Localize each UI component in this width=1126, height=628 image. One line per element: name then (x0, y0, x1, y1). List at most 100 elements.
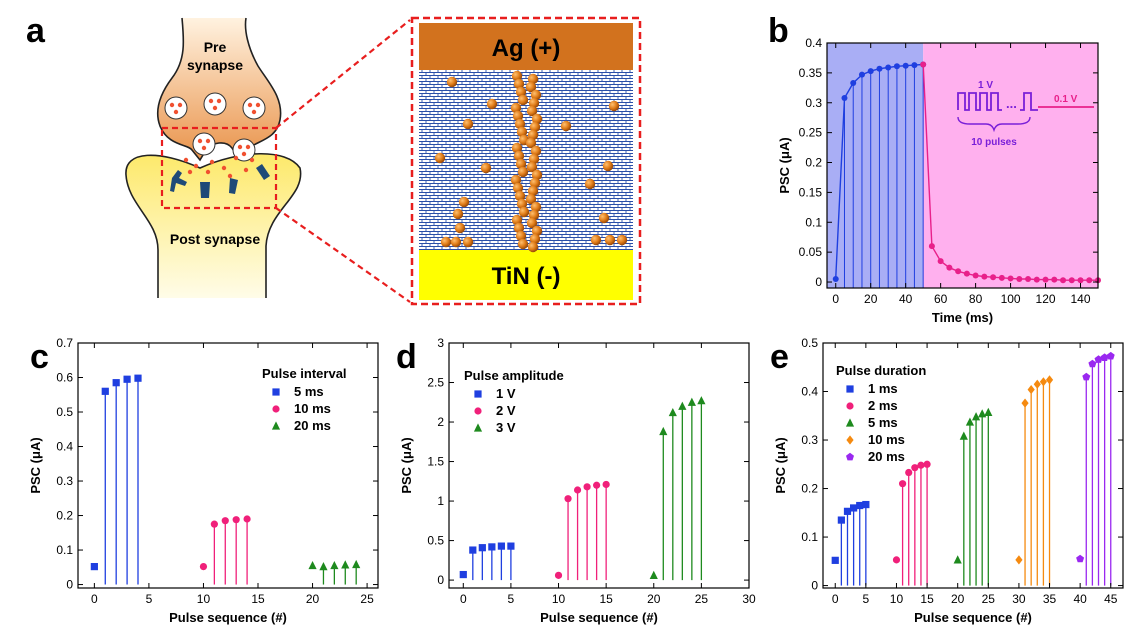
data-point (990, 274, 997, 281)
data-point (1068, 277, 1075, 284)
legend: Pulse duration 1 ms 2 ms 5 ms 10 ms 20 ms (836, 363, 926, 464)
y-tick-label: 0.6 (56, 371, 73, 385)
data-point (923, 460, 931, 468)
data-point (892, 556, 901, 564)
panel-label-b: b (768, 12, 789, 50)
data-point (843, 507, 852, 515)
data-point (232, 516, 240, 524)
neurotransmitter (187, 169, 193, 175)
ag-particle (452, 208, 464, 220)
ag-particle (513, 222, 525, 234)
neurotransmitter (208, 98, 214, 104)
data-point (876, 65, 883, 72)
x-tick-label: 5 (508, 592, 515, 606)
x-tick-label: 0 (832, 592, 839, 606)
legend-entry: 20 ms (868, 449, 905, 464)
ag-particle (516, 198, 528, 210)
ag-particle (511, 70, 523, 82)
vesicle (203, 92, 227, 116)
y-tick-label: 1 (437, 494, 444, 508)
y-tick-label: 0.3 (801, 433, 818, 447)
data-point (850, 504, 858, 512)
ag-particle (528, 209, 540, 221)
ag-electrode-label: Ag (+) (492, 35, 561, 62)
x-tick-label: 20 (306, 592, 320, 606)
data-point (846, 435, 854, 445)
data-point (199, 563, 208, 571)
ag-particle (462, 236, 474, 248)
data-point (478, 544, 486, 552)
data-point (330, 560, 339, 570)
data-point (898, 480, 907, 488)
ag-particle (480, 162, 492, 174)
data-point (1076, 554, 1085, 563)
neurotransmitter (249, 157, 255, 163)
neurotransmitter (209, 159, 215, 165)
legend-entry: 5 ms (294, 384, 324, 399)
data-point (497, 542, 505, 550)
ag-particle (608, 100, 620, 112)
series-5-ms (953, 407, 993, 586)
neurotransmitter (205, 169, 211, 175)
y-tick-label: 0.2 (805, 156, 822, 170)
data-point (488, 543, 496, 551)
data-point (1033, 379, 1041, 389)
data-point (1077, 277, 1084, 284)
data-point (1027, 384, 1035, 395)
plot-frame (826, 42, 1099, 289)
pre-synapse (156, 17, 282, 162)
y-tick-label: 3 (437, 336, 444, 350)
ag-particle (462, 118, 474, 130)
data-point (1015, 555, 1023, 565)
ag-particle (454, 222, 466, 234)
x-tick-label: 15 (251, 592, 265, 606)
shaded-region (827, 43, 924, 288)
y-tick-label: 1.5 (427, 455, 444, 469)
data-point (867, 68, 874, 75)
legend: Pulse interval 5 ms 10 ms 20 ms (262, 366, 347, 433)
data-point (1100, 353, 1109, 361)
x-tick-label: 5 (146, 592, 153, 606)
data-point (971, 412, 981, 421)
inset-dots: ... (1006, 96, 1017, 111)
ag-particle (510, 174, 522, 186)
x-tick-label: 5 (863, 592, 870, 606)
neurotransmitter (216, 98, 222, 104)
plot-frame (822, 342, 1124, 589)
data-point (602, 480, 610, 489)
plot-frame (448, 342, 750, 589)
legend-entry: 20 ms (294, 418, 331, 433)
panel-label-c: c (30, 338, 49, 376)
y-tick-label: 0.2 (801, 482, 818, 496)
legend-entry: 2 ms (868, 398, 898, 413)
neurotransmitter (183, 157, 189, 163)
x-tick-label: 120 (1036, 292, 1056, 306)
y-tick-label: 0.5 (801, 336, 818, 350)
data-point (972, 272, 979, 279)
x-tick-label: 0 (91, 592, 98, 606)
x-tick-label: 40 (1073, 592, 1087, 606)
data-point (845, 418, 855, 427)
x-tick-label: 20 (864, 292, 878, 306)
y-tick-label: 0.05 (799, 245, 823, 259)
vesicle (164, 96, 188, 120)
legend-title: Pulse duration (836, 363, 926, 378)
data-point (998, 274, 1005, 281)
post-synapse (125, 153, 302, 298)
x-tick-label: 15 (599, 592, 613, 606)
ag-particle (604, 234, 616, 246)
device-cross-section: Ag (+) TiN (-) (410, 16, 642, 306)
data-point (856, 501, 864, 510)
series-20-ms (308, 559, 361, 585)
ag-particle (527, 73, 539, 85)
pulse-label: 1 V (978, 80, 993, 91)
data-point (687, 397, 696, 406)
x-tick-label: 40 (899, 292, 913, 306)
panel-label-e: e (770, 338, 789, 376)
series-potentiation (832, 61, 927, 288)
x-tick-label: 20 (951, 592, 965, 606)
x-axis-label: Pulse sequence (#) (540, 610, 658, 625)
data-point (917, 461, 925, 469)
y-tick-label: 0.15 (799, 185, 823, 199)
y-tick-label: 2.5 (427, 376, 444, 390)
